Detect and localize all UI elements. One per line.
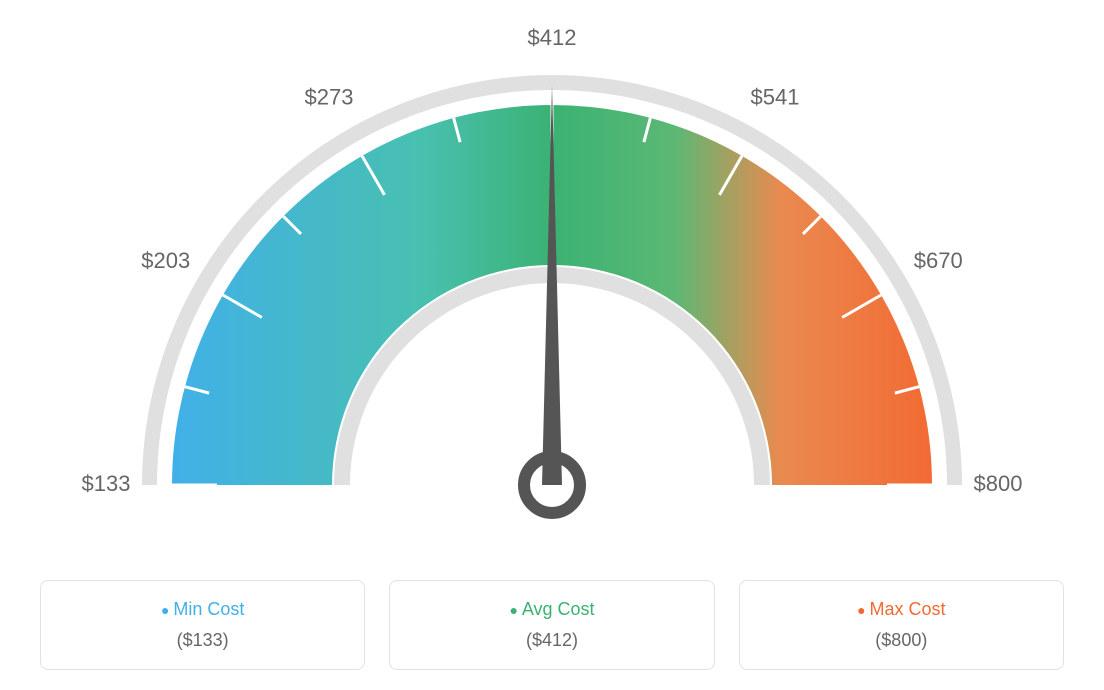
legend-min-label: Min Cost [53,599,352,620]
svg-text:$541: $541 [751,85,800,110]
gauge-area: $133 $203 $273 $412 $541 $670 $800 [20,20,1084,570]
legend-avg-value: ($412) [402,630,701,651]
svg-text:$133: $133 [82,471,131,496]
cost-gauge-container: $133 $203 $273 $412 $541 $670 $800 Min Cost ($… [0,0,1104,690]
legend-card-avg: Avg Cost ($412) [389,580,714,670]
legend-card-max: Max Cost ($800) [739,580,1064,670]
legend-card-min: Min Cost ($133) [40,580,365,670]
legend-min-value: ($133) [53,630,352,651]
svg-text:$412: $412 [528,25,577,50]
svg-text:$273: $273 [305,85,354,110]
legend-max-value: ($800) [752,630,1051,651]
svg-text:$203: $203 [141,248,190,273]
legend-max-label: Max Cost [752,599,1051,620]
svg-text:$800: $800 [974,471,1023,496]
gauge-chart: $133 $203 $273 $412 $541 $670 $800 [52,25,1052,565]
legend-avg-label: Avg Cost [402,599,701,620]
svg-text:$670: $670 [914,248,963,273]
legend-row: Min Cost ($133) Avg Cost ($412) Max Cost… [20,580,1084,670]
